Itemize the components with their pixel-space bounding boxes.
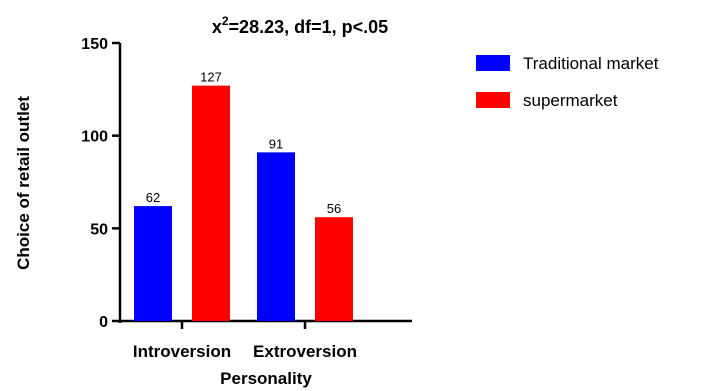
bar xyxy=(257,152,295,321)
bar xyxy=(192,85,230,321)
chart-title-superscript: 2 xyxy=(222,14,229,28)
chart-title: x2=28.23, df=1, p<.05 xyxy=(212,14,388,37)
bar-value-label: 127 xyxy=(200,70,222,85)
legend-swatch xyxy=(476,55,510,71)
legend: Traditional market supermarket xyxy=(476,54,659,110)
x-axis-label: Personality xyxy=(220,369,312,388)
bar xyxy=(315,217,353,321)
y-tick-label: 50 xyxy=(90,221,108,238)
bars: 62 127 91 56 xyxy=(134,70,353,321)
legend-label: supermarket xyxy=(523,91,618,110)
bar-value-label: 56 xyxy=(327,201,341,216)
y-axis-label: Choice of retail outlet xyxy=(14,96,33,270)
legend-label: Traditional market xyxy=(523,54,659,73)
axes: 0 50 100 150 Introversion Extroversion xyxy=(81,36,412,361)
x-category-label: Introversion xyxy=(133,342,231,361)
y-tick-label: 150 xyxy=(81,36,108,53)
bar-value-label: 91 xyxy=(269,136,283,151)
x-category-label: Extroversion xyxy=(253,342,357,361)
bar xyxy=(134,206,172,321)
chart-title-prefix: x xyxy=(212,17,222,37)
bar-value-label: 62 xyxy=(146,190,160,205)
y-tick-label: 100 xyxy=(81,129,108,146)
legend-swatch xyxy=(476,92,510,108)
chart-title-suffix: =28.23, df=1, p<.05 xyxy=(229,17,389,37)
y-tick-label: 0 xyxy=(99,314,108,331)
